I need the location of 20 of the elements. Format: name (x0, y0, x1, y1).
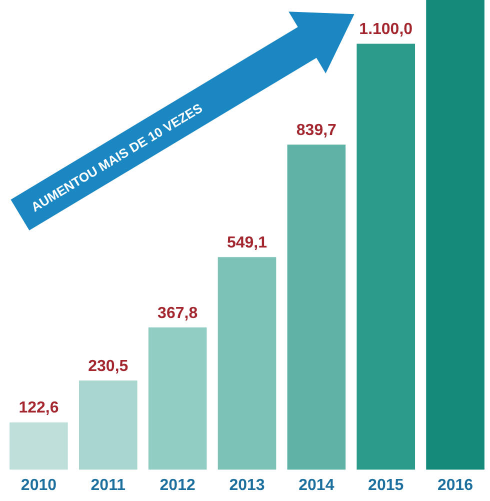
data-label: 122,6 (18, 400, 59, 417)
x-tick-label: 2014 (298, 476, 334, 494)
bar (426, 0, 484, 470)
data-label: 549,1 (226, 234, 268, 252)
data-label: 230,5 (88, 358, 128, 375)
x-tick-label: 2010 (20, 476, 57, 494)
bar (78, 380, 138, 470)
x-tick-label: 2013 (229, 476, 265, 494)
bar (148, 327, 207, 470)
bar (287, 144, 346, 470)
data-label: 367,8 (158, 304, 198, 322)
x-tick-label: 2016 (437, 476, 474, 494)
bar (10, 422, 68, 470)
x-tick-label: 2012 (160, 476, 196, 494)
x-tick-label: 2015 (368, 476, 404, 494)
bar (218, 257, 276, 470)
bar (356, 44, 416, 470)
data-label: 839,7 (296, 122, 337, 139)
data-label: 1.100,0 (359, 21, 413, 38)
x-tick-label: 2011 (90, 476, 126, 494)
